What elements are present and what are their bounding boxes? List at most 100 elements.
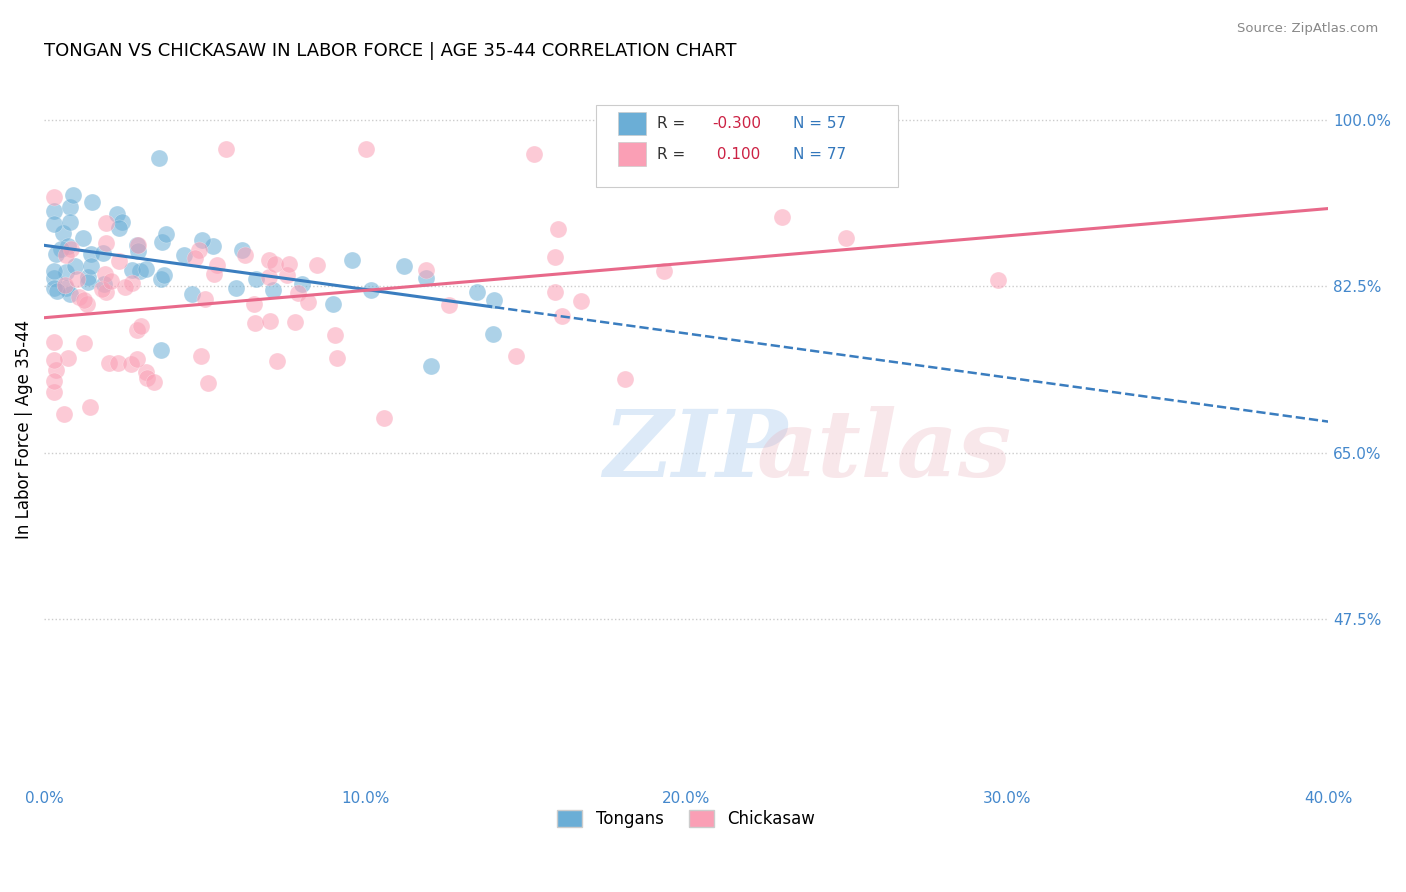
Point [259,253,281,268]
Point [505,349,527,363]
Point [569,293,592,308]
Point [127,352,149,367]
Point [94,267,117,281]
Point [148,151,170,165]
Point [276,268,298,282]
Point [150,272,173,286]
Point [305,258,328,272]
Text: N = 57: N = 57 [793,116,846,131]
Point [77,275,100,289]
Point [297,295,319,310]
Point [67,290,90,304]
Point [551,309,574,323]
Point [482,293,505,308]
Point [76,297,98,311]
Point [233,248,256,262]
Point [291,277,314,292]
Point [125,238,148,252]
Point [654,264,676,278]
Text: atlas: atlas [756,406,1012,496]
Point [46,284,69,298]
Point [676,169,699,184]
Point [356,142,378,156]
Point [66,272,89,286]
Point [100,274,122,288]
Point [55,265,77,279]
Point [614,372,637,386]
Text: ZIP: ZIP [603,406,787,496]
Point [439,298,461,312]
Point [242,296,264,310]
Point [42,352,65,367]
Point [287,285,309,300]
Point [544,285,567,299]
Point [259,314,281,328]
FancyBboxPatch shape [596,104,898,186]
Point [59,287,82,301]
Point [215,142,238,156]
Point [544,250,567,264]
Point [42,190,65,204]
Point [326,351,349,365]
Legend: Tongans, Chickasaw: Tongans, Chickasaw [551,803,821,835]
Text: R =: R = [657,116,690,131]
Point [42,217,65,231]
Point [342,252,364,267]
Point [80,195,103,210]
Point [53,277,76,292]
Point [42,264,65,278]
Point [45,247,67,261]
Point [191,233,214,247]
Point [263,283,285,297]
Point [184,252,207,266]
Point [98,356,121,370]
Point [56,351,79,366]
Point [225,281,247,295]
Point [987,273,1010,287]
Point [125,322,148,336]
Point [55,281,77,295]
Point [150,343,173,357]
Point [465,285,488,300]
Point [322,297,344,311]
Point [150,235,173,250]
Point [96,235,118,250]
Point [523,147,546,161]
Point [202,238,225,252]
Bar [619,143,647,166]
Point [60,242,83,256]
Point [205,258,228,272]
Point [127,244,149,259]
Point [415,270,437,285]
Point [481,326,503,341]
Text: N = 77: N = 77 [793,147,846,162]
Point [107,221,129,235]
Point [121,263,143,277]
Point [49,242,72,256]
Point [120,357,142,371]
Point [231,244,253,258]
Point [42,281,65,295]
Point [136,370,159,384]
Point [323,327,346,342]
Point [80,259,103,273]
Point [52,226,75,240]
Point [245,272,267,286]
Point [129,319,152,334]
Point [187,243,209,257]
Point [108,254,131,268]
Point [114,279,136,293]
Point [266,354,288,368]
Point [143,375,166,389]
Point [72,293,94,308]
Point [90,282,112,296]
Point [42,271,65,285]
Bar [619,112,647,136]
Point [155,227,177,242]
Point [111,214,134,228]
Point [42,384,65,399]
Point [72,231,94,245]
Point [73,335,96,350]
Text: Source: ZipAtlas.com: Source: ZipAtlas.com [1237,22,1378,36]
Point [394,259,416,273]
